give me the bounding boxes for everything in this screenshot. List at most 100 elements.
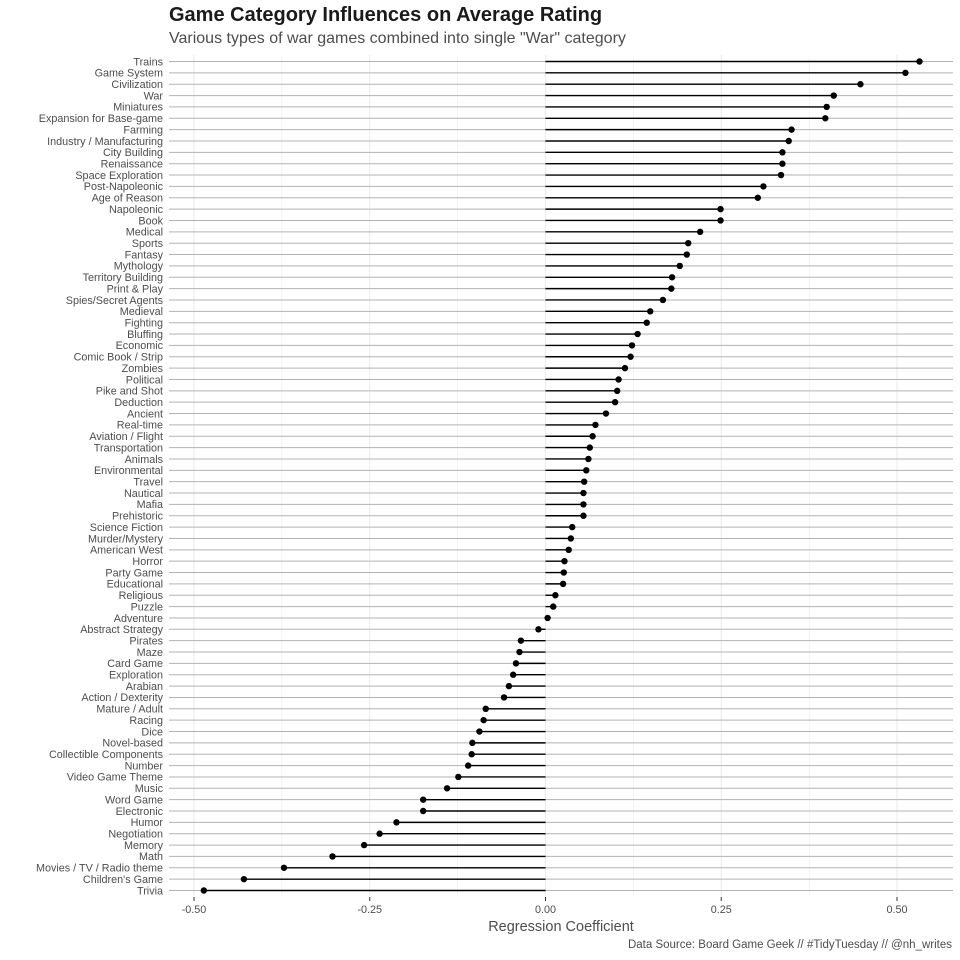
- lollipop-point: [580, 501, 587, 508]
- y-tick-label: Dice: [141, 726, 163, 738]
- y-tick-label: Age of Reason: [92, 193, 163, 205]
- y-tick-label: Action / Dexterity: [81, 692, 163, 704]
- x-axis-label: Regression Coefficient: [488, 919, 634, 935]
- y-tick-label: Trains: [133, 56, 163, 68]
- x-tick-label: -0.50: [182, 904, 207, 916]
- lollipop-point: [628, 342, 636, 349]
- lollipop-point: [419, 796, 427, 803]
- lollipop-point: [592, 421, 599, 429]
- lollipop-point: [788, 126, 795, 133]
- lollipop-point: [240, 875, 248, 883]
- lollipop-point: [777, 171, 785, 179]
- lollipop-point: [822, 115, 829, 122]
- y-tick-label: Collectible Components: [49, 749, 164, 761]
- y-tick-label: Party Game: [105, 567, 163, 579]
- y-tick-label: Music: [135, 783, 164, 795]
- lollipop-point: [717, 205, 724, 213]
- y-tick-label: Medical: [126, 227, 163, 239]
- y-tick-label: Environmental: [94, 465, 163, 477]
- y-tick-label: Electronic: [116, 806, 164, 818]
- lollipop-point: [561, 557, 568, 565]
- lollipop-point: [615, 376, 622, 383]
- y-tick-label: Movies / TV / Radio theme: [36, 863, 163, 875]
- y-tick-label: Arabian: [126, 681, 163, 693]
- lollipop-point: [544, 614, 551, 622]
- lollipop-point: [659, 296, 667, 304]
- chart-subtitle: Various types of war games combined into…: [169, 30, 626, 47]
- y-tick-label: Renaissance: [101, 159, 163, 171]
- y-tick-label: Space Exploration: [75, 170, 163, 182]
- lollipop-point: [552, 592, 559, 599]
- lollipop-point: [754, 194, 762, 201]
- lollipop-point: [685, 239, 692, 247]
- y-tick-label: Farming: [123, 124, 163, 136]
- y-tick-label: Memory: [124, 840, 164, 852]
- lollipop-point: [580, 489, 587, 497]
- y-tick-label: Trivia: [137, 885, 163, 897]
- y-tick-label: Humor: [131, 817, 164, 829]
- x-gridlines: [193, 55, 898, 897]
- y-tick-label: Science Fiction: [90, 522, 163, 534]
- lollipop-point: [500, 694, 508, 701]
- lollipop-point: [200, 887, 208, 894]
- y-tick-label: Industry / Manufacturing: [47, 136, 163, 148]
- y-tick-label: Book: [138, 215, 163, 227]
- lollipop-point: [550, 603, 557, 610]
- lollipop-point: [535, 626, 542, 633]
- y-tick-label: Comic Book / Strip: [74, 352, 163, 364]
- y-tick-label: Maze: [137, 647, 163, 659]
- y-tick-label: Fantasy: [125, 249, 164, 261]
- y-tick-label: Novel-based: [102, 738, 163, 750]
- y-tick-label: Animals: [125, 454, 164, 466]
- lollipop-point: [469, 739, 476, 747]
- y-tick-label: Murder/Mystery: [88, 533, 164, 545]
- y-tick-label: Children's Game: [83, 874, 163, 886]
- y-tick-label: Aviation / Flight: [89, 431, 163, 443]
- y-tick-label: Sports: [132, 238, 164, 250]
- y-tick-label: Educational: [107, 579, 163, 591]
- lollipop-point: [393, 819, 400, 826]
- lollipop-point: [482, 705, 489, 713]
- y-tick-label: American West: [90, 545, 163, 557]
- y-tick-label: Mythology: [114, 261, 164, 273]
- y-tick-label: Racing: [129, 715, 163, 727]
- y-tick-label: Political: [126, 374, 163, 386]
- y-tick-label: Travel: [133, 476, 163, 488]
- lollipop-point: [560, 569, 567, 576]
- lollipop-point: [419, 807, 427, 815]
- lollipop-point: [580, 478, 588, 485]
- y-tick-label: Zombies: [122, 363, 164, 375]
- chart-caption: Data Source: Board Game Geek // #TidyTue…: [627, 939, 952, 951]
- lollipop-point: [512, 660, 520, 667]
- x-axis-ticks: -0.50 -0.25 0.00 0.25 0.50: [182, 897, 908, 916]
- lollipop-point: [785, 137, 792, 145]
- lollipop-point: [559, 580, 567, 588]
- y-tick-label: Number: [125, 760, 164, 772]
- lollipop-point: [916, 58, 923, 65]
- y-tick-label: Word Game: [105, 794, 163, 806]
- y-tick-label: Print & Play: [107, 283, 164, 295]
- y-tick-label: Puzzle: [131, 601, 163, 613]
- y-tick-label: Fighting: [125, 317, 163, 329]
- lollipop-point: [683, 251, 691, 258]
- y-tick-label: Adventure: [114, 613, 163, 625]
- lollipop-point: [614, 387, 621, 395]
- y-tick-label: Territory Building: [83, 272, 163, 284]
- y-tick-label: Game System: [95, 68, 163, 80]
- y-tick-label: Religious: [119, 590, 164, 602]
- lollipop-point: [376, 830, 383, 837]
- y-tick-label: Mafia: [137, 499, 163, 511]
- lollipop-point: [760, 183, 767, 190]
- lollipop-point: [647, 308, 654, 315]
- lollipop-point: [360, 841, 368, 849]
- y-tick-label: City Building: [103, 147, 163, 159]
- lollipop-point: [779, 160, 786, 167]
- lollipop-point: [621, 364, 629, 372]
- x-tick-label: 0.25: [711, 904, 732, 916]
- y-tick-label: Pirates: [129, 635, 163, 647]
- lollipop-point: [476, 728, 483, 735]
- lollipop-point: [280, 864, 288, 871]
- y-tick-label: Medieval: [120, 306, 163, 318]
